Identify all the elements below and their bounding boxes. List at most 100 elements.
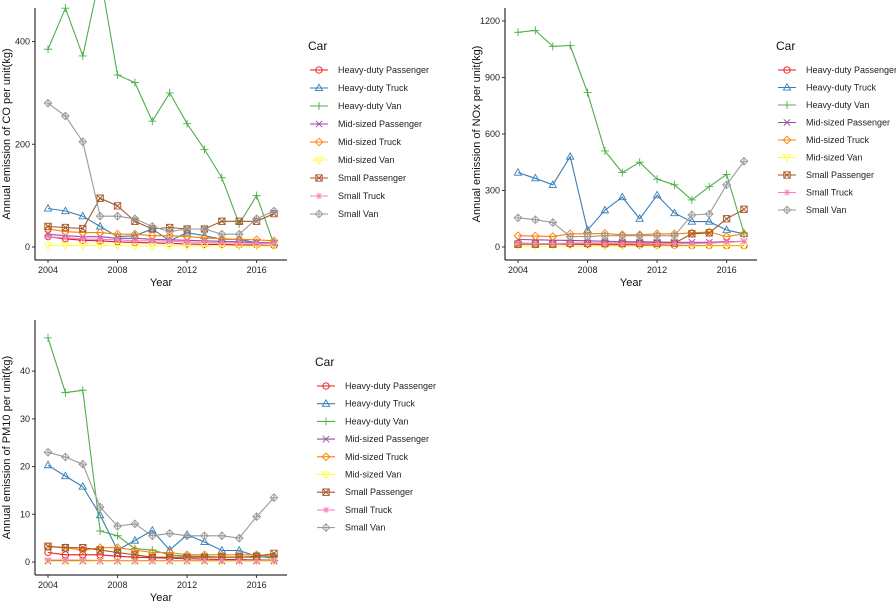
data-point: [43, 542, 53, 552]
data-point: [531, 173, 540, 182]
x-tick-label: 2004: [38, 580, 58, 590]
data-point: [740, 205, 748, 213]
x-tick-label: 2012: [177, 265, 197, 275]
series-heavy-duty-truck: [513, 151, 749, 237]
legend-key-marker: [782, 82, 792, 91]
data-point: [706, 240, 713, 247]
data-point: [234, 533, 244, 543]
chart-panel-1: 2004 2008 2012 2016 0 200 400 Year Annual emissi…: [1, 0, 429, 289]
data-point: [617, 192, 627, 201]
data-point: [165, 227, 175, 237]
y-tick-label: 200: [15, 139, 30, 149]
x-tick-label: 2012: [177, 580, 197, 590]
legend-label: Heavy-duty Passenger: [806, 65, 896, 75]
y-tick-label: 0: [25, 557, 30, 567]
data-point: [130, 214, 140, 224]
data-point: [687, 195, 696, 204]
data-point: [252, 191, 261, 200]
y-tick-label: 400: [15, 37, 30, 47]
data-point: [43, 203, 53, 212]
legend-item: Mid-sized Truck: [310, 137, 402, 147]
x-tick-label: 2008: [108, 580, 128, 590]
data-point: [131, 557, 139, 564]
legend-key-marker: [782, 205, 792, 215]
data-point: [96, 546, 104, 554]
data-point: [548, 42, 557, 51]
y-tick-label: 0: [25, 242, 30, 252]
data-point: [44, 542, 52, 550]
data-point: [61, 388, 70, 397]
legend-item: Heavy-duty Truck: [310, 83, 409, 93]
data-point: [740, 238, 748, 245]
legend-label: Small Passenger: [806, 170, 874, 180]
x-tick-label: 2012: [647, 265, 667, 275]
data-point: [78, 211, 88, 220]
data-point: [217, 545, 227, 554]
y-tick-label: 30: [20, 414, 30, 424]
data-point: [43, 460, 53, 469]
legend-item: Heavy-duty Van: [778, 100, 869, 110]
legend-label: Heavy-duty Truck: [345, 399, 416, 409]
legend-key-marker: [782, 154, 792, 163]
data-point: [182, 531, 192, 541]
data-point: [635, 214, 645, 222]
legend-item: Small Van: [310, 209, 378, 219]
legend-key-marker: [315, 174, 323, 182]
x-tick-label: 2016: [717, 265, 737, 275]
data-point: [113, 548, 122, 557]
data-point: [565, 232, 575, 242]
data-point: [130, 535, 140, 544]
legend: Car Heavy-duty Passenger Heavy-duty Truck H…: [776, 39, 896, 215]
data-point: [723, 239, 730, 246]
legend-item: Heavy-duty Passenger: [778, 65, 896, 75]
data-point: [60, 111, 70, 121]
x-tick-label: 2004: [508, 265, 528, 275]
legend-label: Mid-sized Truck: [338, 137, 402, 147]
data-point: [688, 230, 696, 238]
legend-title: Car: [315, 355, 334, 369]
data-point: [234, 229, 244, 239]
legend-item: Mid-sized Passenger: [317, 434, 429, 444]
legend-label: Heavy-duty Truck: [806, 83, 877, 93]
data-point: [200, 145, 209, 154]
series-line: [47, 337, 275, 558]
legend-key-marker: [315, 120, 323, 128]
data-point: [252, 512, 262, 522]
data-point: [618, 168, 627, 177]
legend-item: Mid-sized Truck: [317, 452, 409, 462]
x-axis-title: Year: [150, 277, 173, 289]
legend-key-marker: [321, 452, 331, 462]
chart-panel-3: 2004 2008 2012 2016 0 10 20 30 40 Year Annual emis…: [1, 320, 436, 604]
x-tick-label: 2008: [578, 265, 598, 275]
series-heavy-duty-van: [514, 26, 748, 237]
data-point: [548, 180, 558, 188]
data-point: [61, 206, 70, 215]
legend-key-marker: [322, 435, 330, 443]
legend-item: Small Truck: [778, 188, 854, 198]
series-line: [47, 464, 275, 559]
data-point: [566, 240, 574, 247]
series-mid-sized-van: [43, 242, 279, 251]
data-point: [688, 240, 696, 247]
data-point: [113, 543, 122, 553]
series-small-truck: [44, 233, 278, 247]
data-point: [131, 551, 139, 559]
data-point: [548, 218, 558, 227]
legend-label: Small Van: [338, 209, 378, 219]
data-point: [218, 239, 226, 247]
data-point: [79, 556, 86, 564]
series-small-van: [43, 447, 279, 543]
data-point: [704, 209, 714, 219]
legend-item: Mid-sized Van: [778, 153, 862, 163]
legend-item: Heavy-duty Truck: [317, 399, 416, 409]
data-point: [514, 240, 522, 247]
data-point: [705, 229, 713, 237]
legend-label: Heavy-duty Passenger: [338, 65, 429, 75]
data-point: [653, 175, 662, 184]
data-point: [44, 222, 52, 231]
data-point: [530, 231, 540, 241]
legend-key-marker: [322, 488, 330, 496]
legend-key-marker: [322, 417, 330, 426]
data-point: [532, 240, 539, 247]
data-point: [43, 447, 53, 457]
